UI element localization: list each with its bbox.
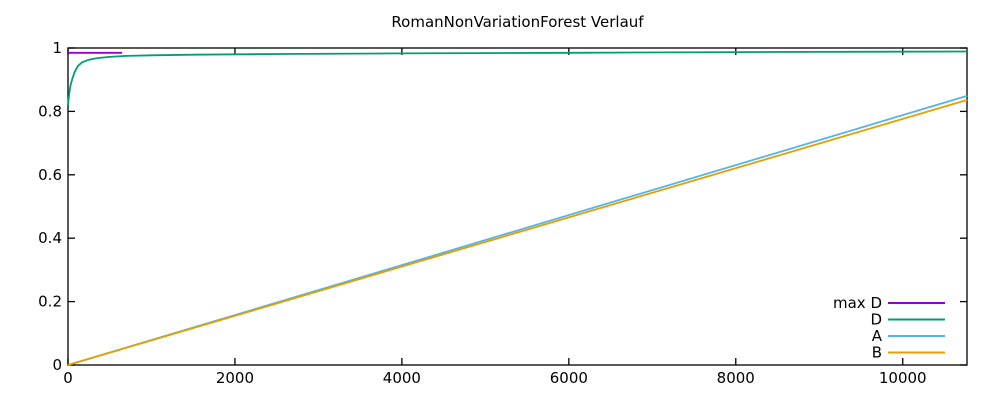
plot-border [67, 47, 968, 366]
legend-label: D [870, 311, 882, 329]
x-tick-label: 10000 [879, 369, 927, 387]
x-tick-label: 6000 [550, 369, 588, 387]
legend-label: max D [833, 294, 882, 312]
y-tick-label: 0.4 [38, 229, 62, 247]
y-tick-label: 0.8 [38, 102, 62, 120]
y-tick-label: 0.6 [38, 166, 62, 184]
legend-label: A [872, 327, 883, 345]
series-line-d [67, 50, 968, 106]
legend-label: B [872, 344, 882, 362]
y-tick-label: 0 [52, 356, 62, 374]
y-tick-label: 0.2 [38, 293, 62, 311]
x-tick-label: 4000 [383, 369, 421, 387]
chart-title: RomanNonVariationForest Verlauf [391, 13, 644, 31]
x-tick-label: 8000 [717, 369, 755, 387]
x-tick-label: 0 [63, 369, 73, 387]
y-tick-label: 1 [52, 39, 62, 57]
series-line-b [67, 99, 968, 366]
x-tick-label: 2000 [216, 369, 254, 387]
